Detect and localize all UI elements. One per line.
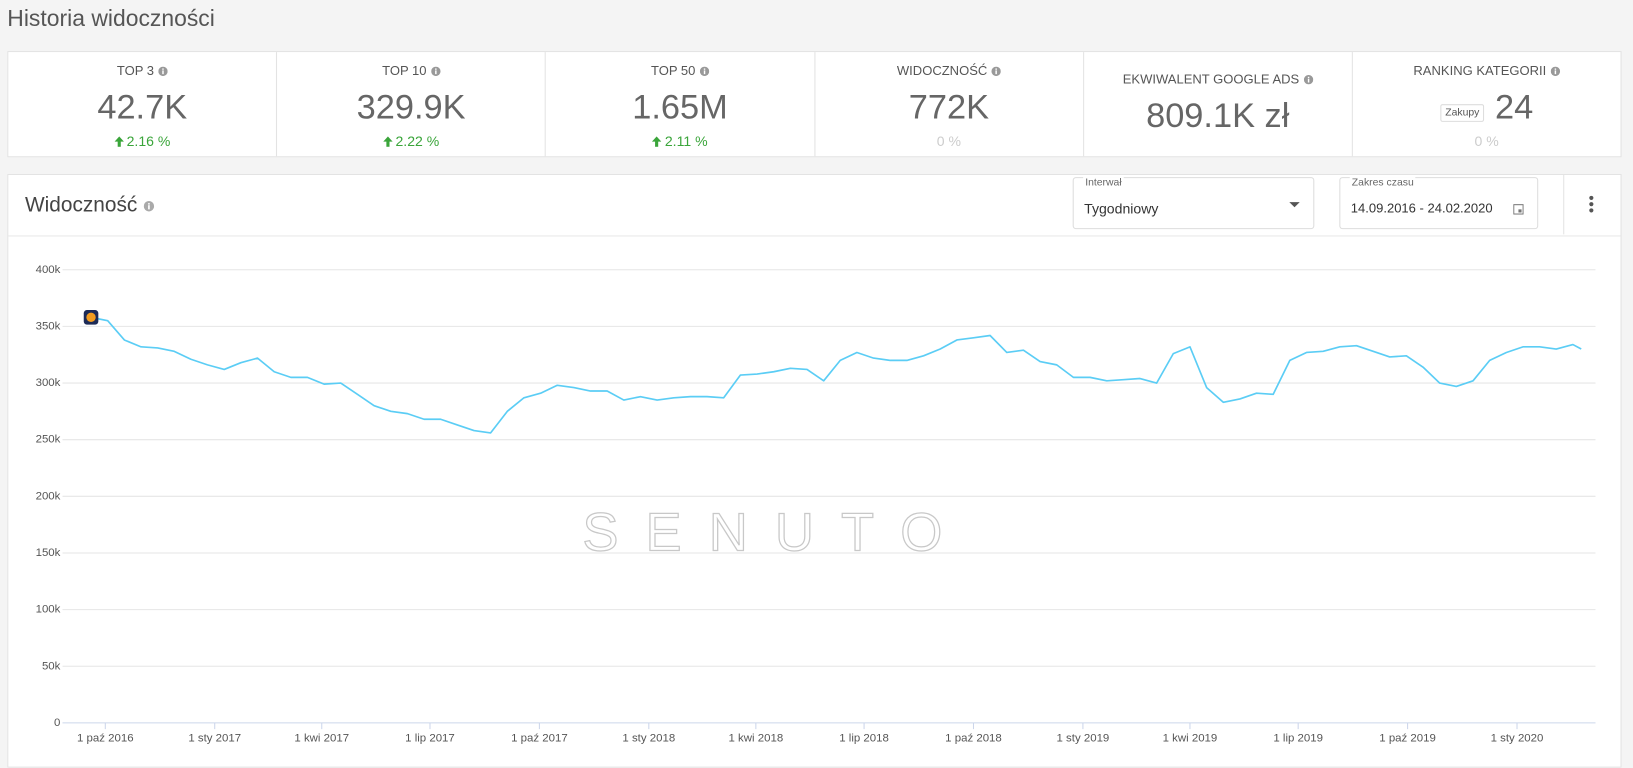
root: Historia widoczności TOP 3 42.7K 2.16 % TOP… <box>7 5 1622 768</box>
stat-value-text: 42.7K <box>97 87 188 127</box>
info-icon[interactable] <box>143 200 154 211</box>
stat-label-text: WIDOCZNOŚĆ <box>896 63 988 79</box>
info-icon[interactable] <box>699 66 709 76</box>
info-icon[interactable] <box>1550 66 1560 76</box>
stat-card: TOP 10 329.9K 2.22 % <box>277 52 547 157</box>
menu-button[interactable] <box>1587 195 1595 216</box>
stat-label-text: RANKING KATEGORII <box>1413 63 1547 79</box>
x-tick-label: 1 paź 2019 <box>1379 733 1436 745</box>
y-tick-label: 250k <box>36 434 61 446</box>
stat-value-text: 329.9K <box>356 87 466 127</box>
stat-label: EKWIWALENT GOOGLE ADS <box>1084 71 1352 87</box>
date-range-value: 14.09.2016 - 24.02.2020 <box>1350 201 1493 216</box>
up-arrow <box>382 135 393 147</box>
y-tick-label: 300k <box>36 377 61 389</box>
stat-change: 0 % <box>1353 133 1621 149</box>
interval-select[interactable]: Interwał Tygodniowy <box>1072 177 1315 230</box>
stat-change-text: 2.22 % <box>395 133 440 149</box>
y-tick-label: 200k <box>36 490 61 502</box>
stat-card: RANKING KATEGORII Zakupy 24 0 % <box>1353 52 1621 156</box>
info-icon[interactable] <box>158 66 168 76</box>
stat-change-text: 2.11 % <box>664 133 708 149</box>
x-tick-label: 1 paź 2016 <box>77 733 134 745</box>
stat-value: 809.1K zł <box>1084 96 1352 136</box>
info-icon[interactable] <box>1303 74 1313 84</box>
y-tick-label: 100k <box>36 604 61 616</box>
stat-card: EKWIWALENT GOOGLE ADS 809.1K zł <box>1084 52 1353 157</box>
stat-change: 2.16 % <box>8 133 276 149</box>
date-range-input[interactable]: Zakres czasu 14.09.2016 - 24.02.2020 <box>1339 177 1539 230</box>
y-tick-label: 0 <box>54 717 60 729</box>
x-tick-label: 1 kwi 2017 <box>294 733 349 745</box>
stat-value-text: 1.65M <box>632 87 728 127</box>
chart: SENUTO 0 50k 100k 150k 200k 250k 300k 350k 400k 1… <box>36 264 1596 745</box>
x-tick-label: 1 paź 2017 <box>511 733 568 745</box>
stat-value: 1.65M <box>546 87 814 127</box>
x-tick-label: 1 sty 2017 <box>188 733 241 745</box>
x-tick-label: 1 sty 2020 <box>1491 733 1544 745</box>
stat-label: TOP 50 <box>546 63 814 79</box>
up-arrow <box>114 135 124 147</box>
stat-label: TOP 10 <box>277 63 545 79</box>
stat-value: 329.9K <box>277 87 545 127</box>
chart-panel: Widoczność Interwał Tygodniowy Zakres cz… <box>7 173 1622 768</box>
panel-header: Widoczność <box>25 194 154 218</box>
up-arrow <box>652 135 662 147</box>
stat-card: TOP 50 1.65M 2.11 % <box>546 52 815 157</box>
watermark: SENUTO <box>582 503 969 563</box>
divider <box>1563 174 1565 235</box>
stat-label-text: EKWIWALENT GOOGLE ADS <box>1122 71 1300 87</box>
x-tick-label: 1 kwi 2019 <box>1163 733 1218 745</box>
page: {"header": {"title": "Historia widocznoś… <box>7 5 1622 768</box>
info-icon[interactable] <box>430 66 441 76</box>
stat-change: 2.11 % <box>546 133 814 149</box>
dropdown-caret <box>1289 202 1300 208</box>
x-tick-label: 1 sty 2018 <box>622 733 675 745</box>
stats-row: TOP 3 42.7K 2.16 % TOP 10 329.9K 2.22 % TOP 50… <box>7 51 1622 158</box>
stat-label: WIDOCZNOŚĆ <box>815 63 1083 79</box>
date-range-label: Zakres czasu <box>1349 177 1416 189</box>
panel-title: Widoczność <box>24 193 138 217</box>
stat-value: Zakupy 24 <box>1353 87 1621 127</box>
visibility-line <box>90 316 1582 434</box>
stat-value-text: 809.1K zł <box>1146 95 1290 135</box>
stat-label-text: TOP 10 <box>382 63 427 79</box>
stat-card: TOP 3 42.7K 2.16 % <box>8 52 278 157</box>
interval-label: Interwał <box>1083 177 1124 189</box>
stat-value: 42.7K <box>8 87 276 127</box>
stat-value-text: 24 <box>1494 87 1534 127</box>
stat-value-text: 772K <box>908 87 990 127</box>
category-badge: Zakupy <box>1439 103 1485 122</box>
x-tick-label: 1 kwi 2018 <box>729 733 784 745</box>
info-icon[interactable] <box>991 66 1001 76</box>
stat-label: TOP 3 <box>8 63 276 79</box>
stat-card: WIDOCZNOŚĆ 772K 0 % <box>815 52 1084 157</box>
y-tick-label: 400k <box>36 264 61 276</box>
stat-change: 0 % <box>815 133 1083 149</box>
brand-marker-dot <box>86 312 96 323</box>
calendar-icon <box>1513 204 1524 215</box>
x-tick-label: 1 lip 2017 <box>405 733 455 745</box>
y-tick-label: 350k <box>36 320 61 332</box>
x-tick-label: 1 lip 2018 <box>839 733 889 745</box>
stat-change-text: 0 % <box>1474 133 1499 149</box>
stat-change: 2.22 % <box>277 133 545 149</box>
x-tick-label: 1 paź 2018 <box>945 733 1002 745</box>
stat-change-text: 0 % <box>936 133 961 149</box>
x-tick-label: 1 lip 2019 <box>1273 733 1323 745</box>
y-tick-label: 150k <box>36 547 61 559</box>
stat-change-text: 2.16 % <box>126 133 171 149</box>
x-tick-label: 1 sty 2019 <box>1057 733 1110 745</box>
y-tick-label: 50k <box>42 660 61 672</box>
stat-label-text: TOP 50 <box>651 63 696 79</box>
stat-label: RANKING KATEGORII <box>1353 63 1621 79</box>
divider <box>8 235 1621 237</box>
stat-value: 772K <box>815 87 1083 127</box>
page-title: Historia widoczności <box>7 5 215 32</box>
stat-label-text: TOP 3 <box>116 63 155 79</box>
interval-value: Tygodniowy <box>1084 201 1159 217</box>
